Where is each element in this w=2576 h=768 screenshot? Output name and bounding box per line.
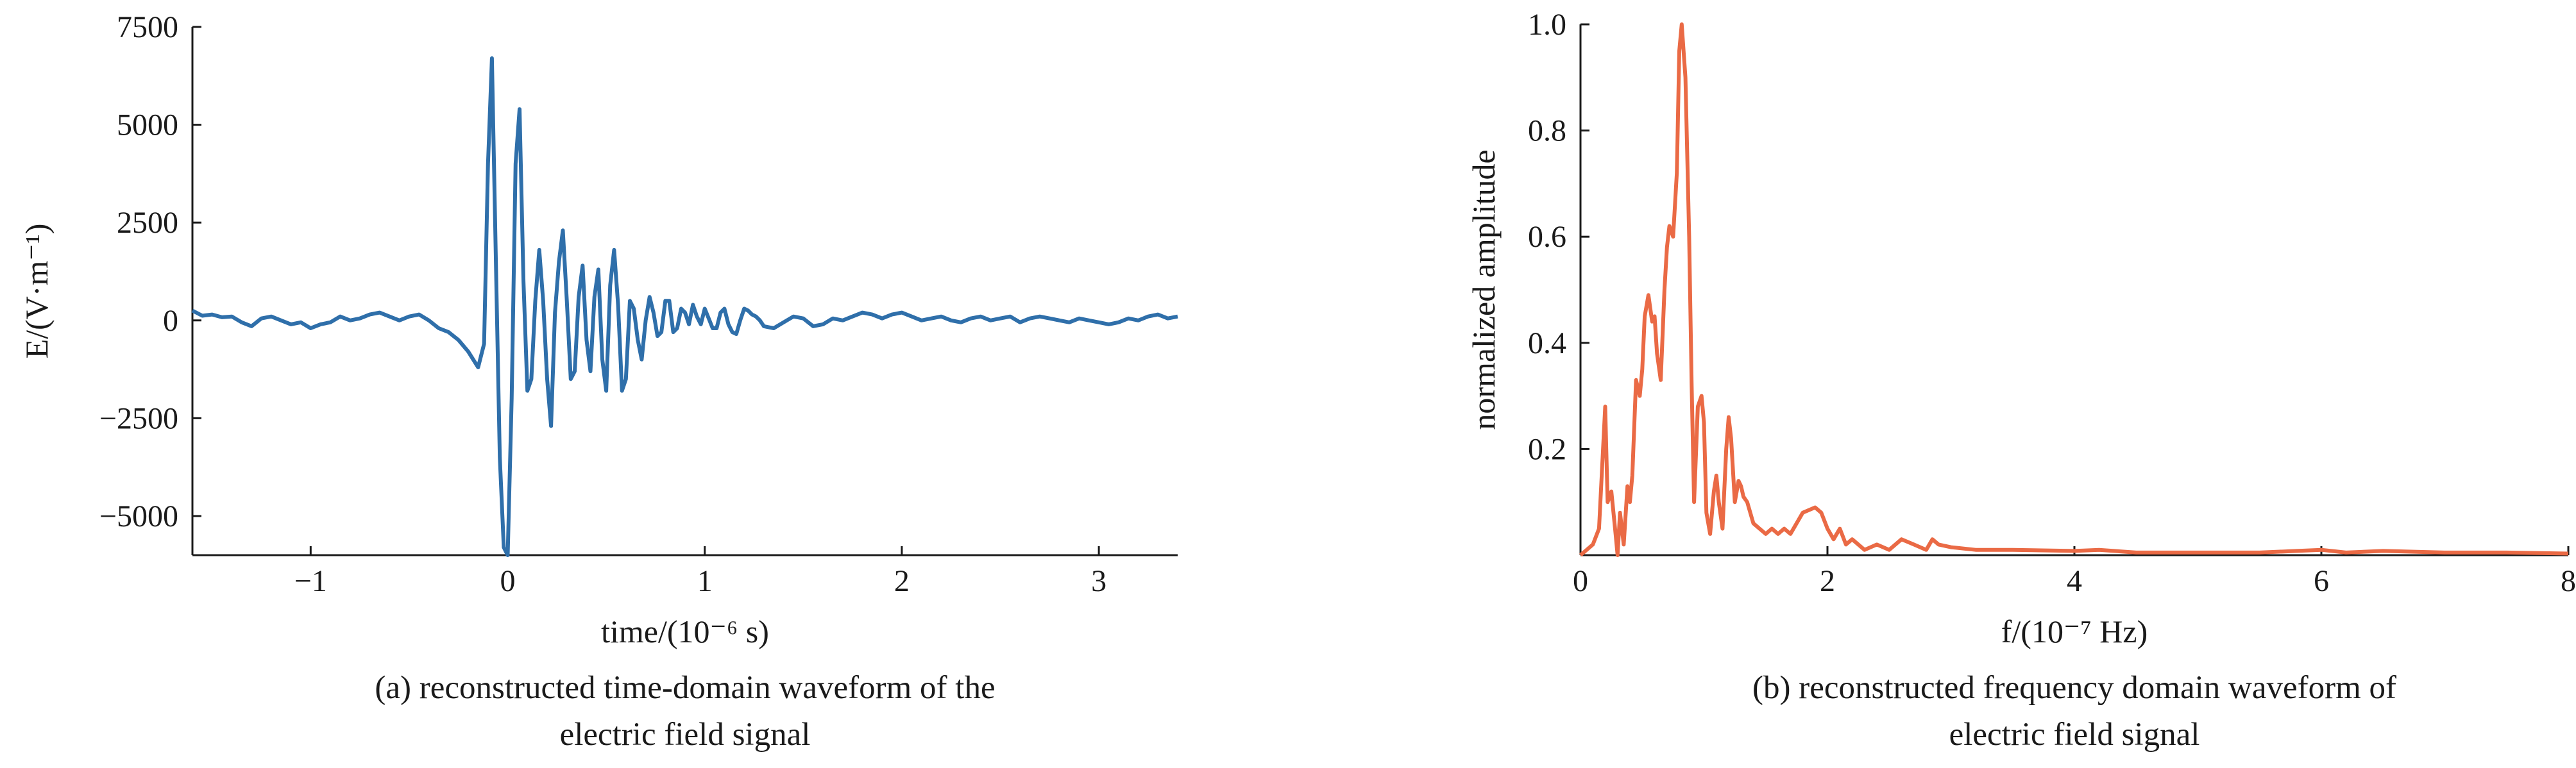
x-tick-label: 0 (500, 564, 516, 598)
panel-b-x-ticks: 0 2 4 6 8 (1573, 546, 2576, 598)
panel-b-y-axis-label: normalized amplitude (1466, 149, 1502, 430)
y-tick-label: 0.6 (1528, 220, 1566, 254)
panel-a-caption-line-2: electric field signal (560, 717, 811, 753)
y-tick-label: 7500 (117, 10, 178, 44)
x-tick-label: 2 (894, 564, 910, 598)
y-tick-label: −5000 (99, 499, 178, 533)
y-tick-label: 0.4 (1528, 326, 1566, 360)
panel-b-frequency-domain-chart: 0 2 4 6 8 0.2 0.4 0.6 0.8 1.0 f/(10⁻⁷ Hz) normal… (1466, 8, 2576, 753)
panel-a-x-ticks: −1 0 1 2 3 (294, 546, 1106, 598)
x-tick-label: 8 (2561, 564, 2576, 598)
x-tick-label: 4 (2067, 564, 2082, 598)
panel-a-time-domain-chart: −1 0 1 2 3 −5000 −2500 0 2500 5000 7500 time/(10⁻… (19, 10, 1178, 753)
y-tick-label: 0 (163, 304, 178, 338)
panel-b-axes (1579, 24, 2568, 556)
panel-a-series-line (191, 56, 1178, 557)
y-tick-label: 5000 (117, 108, 178, 142)
y-tick-label: −2500 (99, 401, 178, 435)
panel-b-caption-line-1: (b) reconstructed frequency domain wavef… (1752, 670, 2396, 706)
y-tick-label: 2500 (117, 206, 178, 240)
panel-a-axes (191, 27, 1178, 556)
panel-a-x-axis-label: time/(10⁻⁶ s) (601, 614, 769, 649)
x-tick-label: 3 (1091, 564, 1106, 598)
y-tick-label: 1.0 (1528, 8, 1566, 42)
y-tick-label: 0.8 (1528, 114, 1566, 148)
panel-a-y-axis-label: E/(V·m⁻¹) (19, 224, 55, 359)
panel-b-y-ticks: 0.2 0.4 0.6 0.8 1.0 (1528, 8, 1589, 466)
x-tick-label: 1 (697, 564, 713, 598)
x-tick-label: 2 (1820, 564, 1835, 598)
panel-a-y-ticks: −5000 −2500 0 2500 5000 7500 (99, 10, 201, 533)
panel-b-series-line (1579, 22, 2569, 557)
x-tick-label: 6 (2314, 564, 2329, 598)
x-tick-label: 0 (1573, 564, 1588, 598)
panel-b-x-axis-label: f/(10⁻⁷ Hz) (2001, 614, 2148, 649)
panel-b-caption-line-2: electric field signal (1949, 717, 2200, 753)
panel-a-caption-line-1: (a) reconstructed time-domain waveform o… (375, 670, 995, 706)
y-tick-label: 0.2 (1528, 432, 1566, 466)
x-tick-label: −1 (294, 564, 327, 598)
